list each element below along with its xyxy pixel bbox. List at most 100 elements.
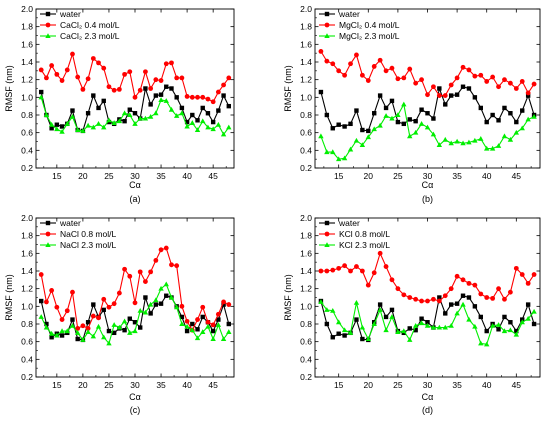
panel-label: (a) [130, 194, 141, 204]
data-point [371, 64, 377, 69]
data-point [372, 111, 377, 116]
data-point [122, 118, 127, 124]
data-point [69, 113, 76, 119]
data-point [478, 340, 484, 346]
data-point [531, 81, 537, 87]
y-axis-label: RMSF (nm) [4, 65, 14, 112]
data-point [127, 107, 132, 112]
data-point [164, 293, 169, 298]
data-point [39, 298, 44, 304]
data-point [195, 118, 200, 123]
data-point [111, 330, 117, 336]
data-point [348, 121, 353, 127]
x-tick-label: 25 [393, 380, 403, 390]
data-point [59, 128, 65, 134]
data-point [318, 268, 324, 274]
y-tick-label: 2.0 [300, 213, 312, 223]
data-point [513, 129, 520, 135]
data-point [80, 86, 86, 92]
data-point [525, 93, 531, 98]
data-point [184, 318, 190, 324]
x-tick-label: 30 [423, 171, 433, 181]
series-0 [318, 293, 537, 343]
data-point [436, 93, 442, 98]
data-point [101, 124, 107, 130]
data-point [132, 121, 138, 126]
data-point [448, 322, 454, 328]
data-point [163, 281, 169, 287]
data-point [507, 289, 513, 295]
x-tick-label: 15 [52, 171, 62, 181]
data-point [389, 307, 395, 313]
data-point [330, 267, 336, 273]
legend-label: KCl 0.8 mol/L [339, 229, 390, 239]
data-point [407, 337, 413, 342]
y-tick-label: 1.8 [21, 22, 33, 32]
data-point [96, 105, 101, 111]
data-point [200, 314, 205, 320]
data-point [359, 268, 365, 274]
data-point [174, 95, 179, 100]
y-tick-label: 1.2 [300, 75, 312, 85]
data-point [106, 117, 112, 123]
data-point [383, 105, 389, 111]
y-tick-label: 1.0 [300, 92, 312, 102]
y-axis-label: RMSF (nm) [283, 65, 293, 112]
legend-marker [45, 220, 51, 226]
data-point [484, 119, 489, 125]
data-point [59, 78, 65, 83]
data-point [359, 72, 365, 78]
x-tick-label: 35 [452, 380, 462, 390]
data-point [472, 304, 478, 309]
data-point [143, 69, 148, 75]
y-tick-label: 1.6 [21, 39, 33, 49]
data-point [466, 280, 472, 286]
data-point [95, 121, 102, 126]
data-point [478, 314, 483, 320]
y-tick-label: 2.0 [300, 4, 312, 14]
data-point [324, 149, 330, 155]
data-point [127, 273, 133, 279]
data-point [80, 337, 86, 342]
data-point [210, 126, 216, 132]
data-point [489, 145, 496, 151]
x-tick-label: 30 [130, 380, 140, 390]
data-point [195, 327, 200, 332]
data-point [407, 295, 413, 300]
x-axis-label: Cα [422, 392, 434, 402]
y-tick-label: 1.6 [21, 248, 33, 258]
legend-marker [324, 33, 330, 38]
data-point [525, 302, 531, 307]
data-point [496, 118, 501, 123]
data-point [495, 322, 502, 327]
data-point [153, 302, 159, 307]
data-point [75, 74, 81, 80]
y-axis-label: RMSF (nm) [283, 274, 293, 321]
data-point [38, 314, 44, 319]
data-point [448, 302, 454, 307]
data-point [210, 328, 216, 334]
data-point [173, 304, 180, 310]
data-point [437, 86, 442, 91]
data-point [205, 323, 211, 329]
data-point [200, 329, 206, 334]
data-point [324, 268, 330, 274]
data-point [200, 304, 206, 310]
data-point [419, 316, 424, 321]
data-point [484, 328, 489, 334]
data-point [472, 73, 478, 79]
data-point [137, 307, 143, 313]
data-point [184, 328, 190, 334]
data-point [419, 107, 424, 112]
data-point [407, 326, 412, 331]
data-point [138, 325, 143, 330]
data-point [226, 302, 232, 307]
chart-panel: 0.2 0.4 0.6 0.8 1.0 1.2 1.4 1.6 1.8 2.0 15 20 25 30 35… [283, 213, 541, 415]
data-point [401, 328, 407, 334]
data-point [49, 335, 54, 340]
data-point [70, 51, 75, 57]
data-point [85, 76, 91, 82]
data-point [389, 98, 395, 104]
